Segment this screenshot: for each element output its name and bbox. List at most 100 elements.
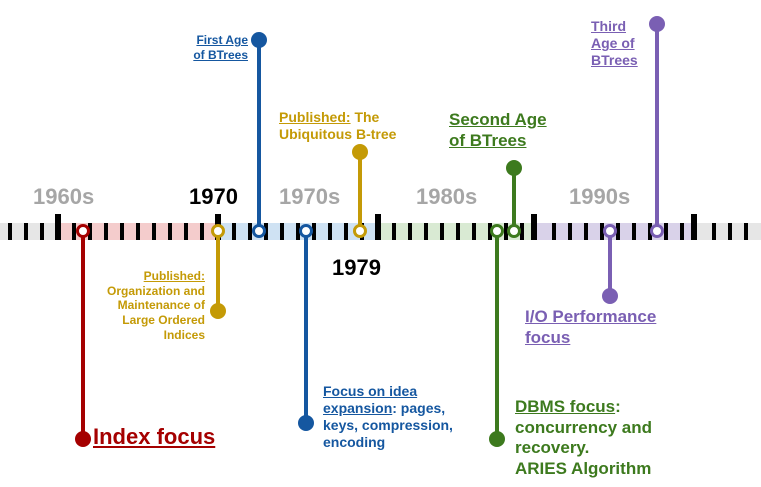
marker-idea-expansion xyxy=(299,224,313,238)
dot-io-focus xyxy=(602,288,618,304)
major-tick xyxy=(55,214,61,240)
dbms-focus-line-1: concurrency and xyxy=(515,417,652,437)
published-1970-head: Published: xyxy=(143,269,205,283)
dot-first-age xyxy=(251,32,267,48)
second-age-line-2: of BTrees xyxy=(449,130,527,150)
decade-label-1960s: 1960s xyxy=(33,184,95,209)
dbms-focus-line-3: ARIES Algorithm xyxy=(515,459,652,479)
minor-tick xyxy=(24,223,28,240)
index-focus-label: Index focus xyxy=(93,424,216,449)
marker-published-1970 xyxy=(211,224,225,238)
first-age-line-2: of BTrees xyxy=(193,47,248,62)
minor-tick xyxy=(440,223,444,240)
marker-published-1979 xyxy=(353,224,367,238)
decade-label-1970s: 1970s xyxy=(279,184,341,209)
minor-tick xyxy=(648,223,652,240)
timeline-markers xyxy=(76,224,664,238)
minor-tick xyxy=(728,223,732,240)
minor-tick xyxy=(8,223,12,240)
dot-index-focus xyxy=(75,431,91,447)
marker-dbms-focus xyxy=(490,224,504,238)
event-first-age: First Age of BTrees xyxy=(193,33,248,62)
minor-tick xyxy=(680,223,684,240)
idea-expansion-head: Focus on idea xyxy=(323,383,418,399)
minor-tick xyxy=(568,223,572,240)
minor-tick xyxy=(40,223,44,240)
event-published-1970: Published: Organization and Maintenance … xyxy=(107,269,205,342)
published-1970-line-3: Large Ordered xyxy=(122,312,205,327)
io-focus-line-1: I/O Performance xyxy=(525,307,657,326)
minor-tick xyxy=(408,223,412,240)
minor-tick xyxy=(712,223,716,240)
dbms-focus-rest: : xyxy=(615,397,621,416)
marker-third-age xyxy=(650,224,664,238)
minor-tick xyxy=(520,223,524,240)
minor-tick xyxy=(72,223,76,240)
dot-dbms-focus xyxy=(489,431,505,447)
minor-tick xyxy=(328,223,332,240)
minor-tick xyxy=(392,223,396,240)
minor-tick xyxy=(312,223,316,240)
dot-published-1979 xyxy=(352,144,368,160)
minor-tick xyxy=(168,223,172,240)
published-1970-line-4: Indices xyxy=(163,327,205,342)
third-age-line-3: BTrees xyxy=(591,52,638,69)
marker-io-focus xyxy=(603,224,617,238)
minor-tick xyxy=(664,223,668,240)
second-age-line-1: Second Age xyxy=(449,110,547,129)
marker-index-focus xyxy=(76,224,90,238)
event-index-focus: Index focus xyxy=(93,424,215,451)
minor-tick xyxy=(200,223,204,240)
dot-second-age xyxy=(506,160,522,176)
minor-tick xyxy=(552,223,556,240)
minor-tick xyxy=(488,223,492,240)
published-1970-line-1: Organization and xyxy=(106,283,205,298)
minor-tick xyxy=(232,223,236,240)
minor-tick xyxy=(584,223,588,240)
event-end-dots xyxy=(75,16,665,447)
third-age-line-1: Third xyxy=(591,18,626,34)
event-dbms-focus: DBMS focus: concurrency and recovery. AR… xyxy=(515,397,652,480)
major-tick xyxy=(531,214,537,240)
dbms-focus-head: DBMS focus xyxy=(515,397,616,416)
published-1979-line-2: Ubiquitous B-tree xyxy=(279,126,397,143)
dot-third-age xyxy=(649,16,665,32)
idea-expansion-line-2: encoding xyxy=(323,434,386,451)
minor-tick xyxy=(184,223,188,240)
minor-tick xyxy=(104,223,108,240)
minor-tick xyxy=(616,223,620,240)
year-label-1970: 1970 xyxy=(189,184,238,209)
year-label-1979: 1979 xyxy=(332,255,381,280)
minor-tick xyxy=(88,223,92,240)
minor-tick xyxy=(280,223,284,240)
major-tick xyxy=(375,214,381,240)
minor-tick xyxy=(600,223,604,240)
third-age-line-2: Age of xyxy=(591,35,635,52)
minor-tick xyxy=(744,223,748,240)
minor-tick xyxy=(152,223,156,240)
minor-tick xyxy=(264,223,268,240)
major-tick xyxy=(691,214,697,240)
idea-expansion-head-2: expansion xyxy=(323,400,393,417)
minor-tick xyxy=(456,223,460,240)
event-io-focus: I/O Performance focus xyxy=(525,307,656,348)
minor-tick xyxy=(472,223,476,240)
event-idea-expansion: Focus on idea expansion: pages, keys, co… xyxy=(323,383,453,451)
minor-tick xyxy=(504,223,508,240)
idea-expansion-rest: : pages, xyxy=(392,400,446,417)
event-third-age: Third Age of BTrees xyxy=(591,18,638,69)
band-gray-end xyxy=(694,223,761,240)
event-stems xyxy=(81,24,659,439)
dot-idea-expansion xyxy=(298,415,314,431)
minor-tick xyxy=(344,223,348,240)
published-1979-rest: The xyxy=(350,109,380,125)
event-second-age: Second Age of BTrees xyxy=(449,110,547,151)
first-age-line-1: First Age xyxy=(196,33,248,47)
published-1979-head: Published: xyxy=(279,109,351,125)
io-focus-line-2: focus xyxy=(525,327,571,347)
minor-tick xyxy=(248,223,252,240)
minor-tick xyxy=(296,223,300,240)
marker-first-age xyxy=(252,224,266,238)
published-1970-line-2: Maintenance of xyxy=(117,298,205,313)
